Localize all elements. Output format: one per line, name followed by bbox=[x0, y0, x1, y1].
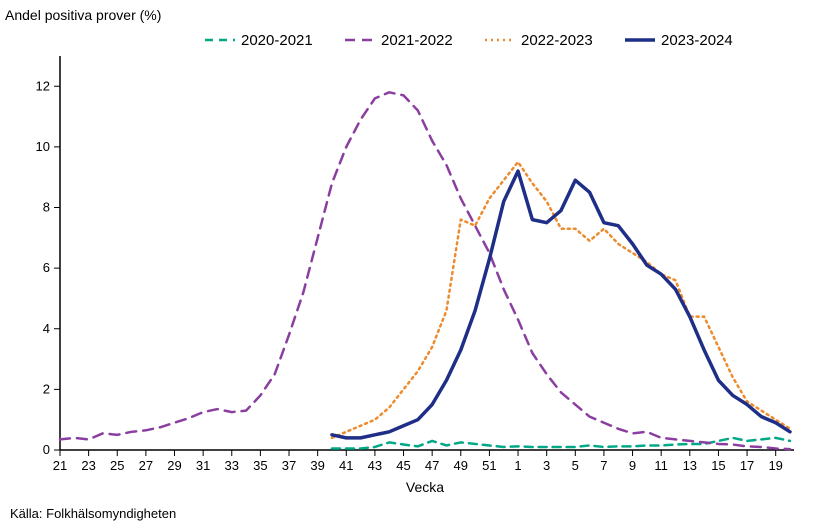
x-tick-label: 11 bbox=[654, 458, 668, 473]
legend-label: 2022-2023 bbox=[521, 32, 593, 49]
x-tick-label: 5 bbox=[572, 458, 579, 473]
series-2022-2023 bbox=[332, 162, 790, 438]
x-tick-label: 21 bbox=[53, 458, 67, 473]
series-2023-2024 bbox=[332, 171, 790, 438]
x-tick-label: 31 bbox=[196, 458, 210, 473]
x-tick-label: 43 bbox=[368, 458, 382, 473]
x-axis-title: Vecka bbox=[406, 479, 444, 495]
y-tick-label: 6 bbox=[43, 260, 50, 275]
x-tick-label: 25 bbox=[110, 458, 124, 473]
x-tick-label: 45 bbox=[396, 458, 410, 473]
x-tick-label: 15 bbox=[711, 458, 725, 473]
x-tick-label: 41 bbox=[339, 458, 353, 473]
x-tick-label: 3 bbox=[543, 458, 550, 473]
x-tick-label: 27 bbox=[139, 458, 153, 473]
x-tick-label: 17 bbox=[740, 458, 754, 473]
x-tick-label: 9 bbox=[629, 458, 636, 473]
y-tick-label: 0 bbox=[43, 442, 50, 457]
y-tick-label: 8 bbox=[43, 200, 50, 215]
line-chart: Andel positiva prover (%) 2020-2021 2021-2… bbox=[0, 0, 813, 530]
x-tick-label: 23 bbox=[81, 458, 95, 473]
x-tick-label: 33 bbox=[225, 458, 239, 473]
x-tick-label: 51 bbox=[482, 458, 496, 473]
y-tick-label: 4 bbox=[43, 321, 50, 336]
legend-label: 2020-2021 bbox=[241, 32, 313, 49]
x-tick-label: 13 bbox=[683, 458, 697, 473]
legend-label: 2021-2022 bbox=[381, 32, 453, 49]
x-tick-label: 39 bbox=[310, 458, 324, 473]
x-tick-label: 1 bbox=[514, 458, 521, 473]
legend-label: 2023-2024 bbox=[661, 32, 733, 49]
y-tick-label: 12 bbox=[36, 78, 50, 93]
x-tick-label: 35 bbox=[253, 458, 267, 473]
y-tick-label: 2 bbox=[43, 381, 50, 396]
x-tick-label: 37 bbox=[282, 458, 296, 473]
series-2021-2022 bbox=[60, 92, 790, 449]
x-tick-label: 7 bbox=[600, 458, 607, 473]
x-tick-label: 29 bbox=[167, 458, 181, 473]
x-tick-label: 49 bbox=[454, 458, 468, 473]
y-tick-label: 10 bbox=[36, 139, 50, 154]
x-tick-label: 47 bbox=[425, 458, 439, 473]
x-tick-label: 19 bbox=[768, 458, 782, 473]
chart-container: Andel positiva prover (%) 2020-2021 2021-2… bbox=[0, 0, 813, 530]
source-text: Källa: Folkhälsomyndigheten bbox=[10, 506, 176, 521]
y-axis-title: Andel positiva prover (%) bbox=[5, 7, 161, 23]
